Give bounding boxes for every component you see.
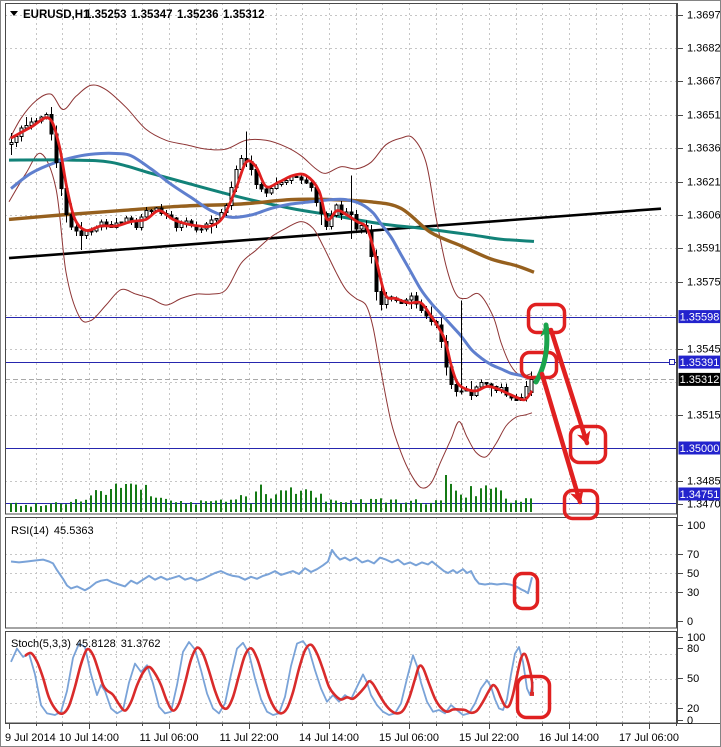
red-down-arrow-1[interactable] <box>548 327 591 446</box>
red-down-arrow-2[interactable] <box>539 371 584 505</box>
time-axis[interactable]: 9 Jul 2014 10 Jul 14:00 11 Jul 06:00 11 Jul… <box>5 723 679 744</box>
rsi-line-group <box>10 549 533 595</box>
grid-lines <box>5 3 677 723</box>
bollinger-lower-band <box>8 152 533 489</box>
stoch-lines-group <box>10 640 534 716</box>
bollinger-upper-band <box>8 84 533 377</box>
rsi-panel-label: RSI(14) 45.5363 <box>11 525 94 537</box>
price-tick-label: 1.34850 <box>687 476 721 488</box>
price-tick-label: 1.35755 <box>687 277 721 289</box>
symbol-title: EURUSD,H11.35253 1.35347 1.35236 1.35312 <box>23 9 265 21</box>
rsi-highlight-box[interactable] <box>512 571 540 611</box>
time-axis-label: 16 Jul 14:00 <box>539 732 599 744</box>
time-axis-label: 9 Jul 2014 <box>5 732 56 744</box>
indicator-tick-label: 0 <box>687 715 693 727</box>
time-axis-label: 11 Jul 06:00 <box>139 732 198 744</box>
price-tick-label: 1.36970 <box>687 10 721 22</box>
indicator-tick-label: 50 <box>687 673 699 685</box>
price-tick-label: 1.35150 <box>687 410 721 422</box>
price-level-label <box>678 487 720 501</box>
stoch-d-line <box>24 643 534 716</box>
price-level-label-text: 1.34751 <box>680 489 720 501</box>
volume-bars <box>10 475 532 512</box>
price-tick-label: 1.36210 <box>687 177 721 189</box>
indicator-tick-label: 100 <box>687 632 705 644</box>
indicator-tick-label: 20 <box>687 703 699 715</box>
green-up-arrow[interactable] <box>533 322 555 385</box>
indicator-tick-label: 0 <box>687 616 693 628</box>
price-tick-label: 1.36515 <box>687 110 721 122</box>
indicator-tick-label: 100 <box>687 520 705 532</box>
indicator-tick-label: 30 <box>687 587 699 599</box>
rsi-line <box>10 549 533 595</box>
ascending-trendline[interactable] <box>8 207 662 260</box>
price-level-label-text: 1.35391 <box>680 357 720 369</box>
price-level-label-text: 1.35000 <box>680 443 720 455</box>
price-tick-label: 1.34700 <box>687 499 721 511</box>
time-axis-label: 14 Jul 14:00 <box>299 732 359 744</box>
hline-anchor-handle[interactable] <box>669 359 675 365</box>
time-axis-label: 15 Jul 06:00 <box>379 732 439 744</box>
price-level-label-text: 1.35598 <box>680 311 720 323</box>
stoch-k-line <box>10 640 534 716</box>
time-axis-label: 11 Jul 22:00 <box>219 732 278 744</box>
indicator-tick-label: 50 <box>687 568 699 580</box>
stoch-d-endpoint-dot <box>530 691 534 696</box>
price-tick-label: 1.35450 <box>687 344 721 356</box>
time-axis-label: 17 Jul 06:00 <box>619 732 679 744</box>
price-level-label-text: 1.35312 <box>680 374 720 386</box>
time-axis-label: 10 Jul 14:00 <box>59 732 119 744</box>
stoch-panel-label: Stoch(5,3,3) 45.8128 31.3762 <box>11 638 160 650</box>
panel-frames <box>5 3 720 724</box>
price-level-label <box>678 355 720 369</box>
price-tick-label: 1.35910 <box>687 243 721 255</box>
price-level-label <box>678 372 720 386</box>
price-tick-label: 1.36670 <box>687 75 721 87</box>
price-tick-label: 1.36820 <box>687 43 721 55</box>
price-tick-label: 1.36365 <box>687 143 721 155</box>
trendline[interactable] <box>8 207 662 260</box>
bollinger-bands <box>8 84 533 489</box>
price-axis[interactable]: 1.36970 1.36820 1.36670 1.36515 1.36365 1.362… <box>677 10 721 511</box>
stoch-highlight-box[interactable] <box>515 674 552 720</box>
price-level-label <box>678 441 720 455</box>
symbol-dropdown-icon[interactable] <box>10 11 18 16</box>
price-level-label <box>678 310 720 324</box>
target-box-mid[interactable] <box>568 424 608 465</box>
ma-fast-red <box>10 116 534 402</box>
symbol-title-bar: EURUSD,H11.35253 1.35347 1.35236 1.35312 <box>10 9 265 21</box>
indicator-tick-label: 70 <box>687 549 699 561</box>
indicator-tick-label: 80 <box>687 643 699 655</box>
annotations[interactable] <box>512 302 608 720</box>
price-tick-label: 1.36060 <box>687 210 721 222</box>
ma-mid-blue <box>10 151 529 380</box>
ma-slow-teal <box>8 158 535 243</box>
time-axis-label: 15 Jul 22:00 <box>459 732 519 744</box>
